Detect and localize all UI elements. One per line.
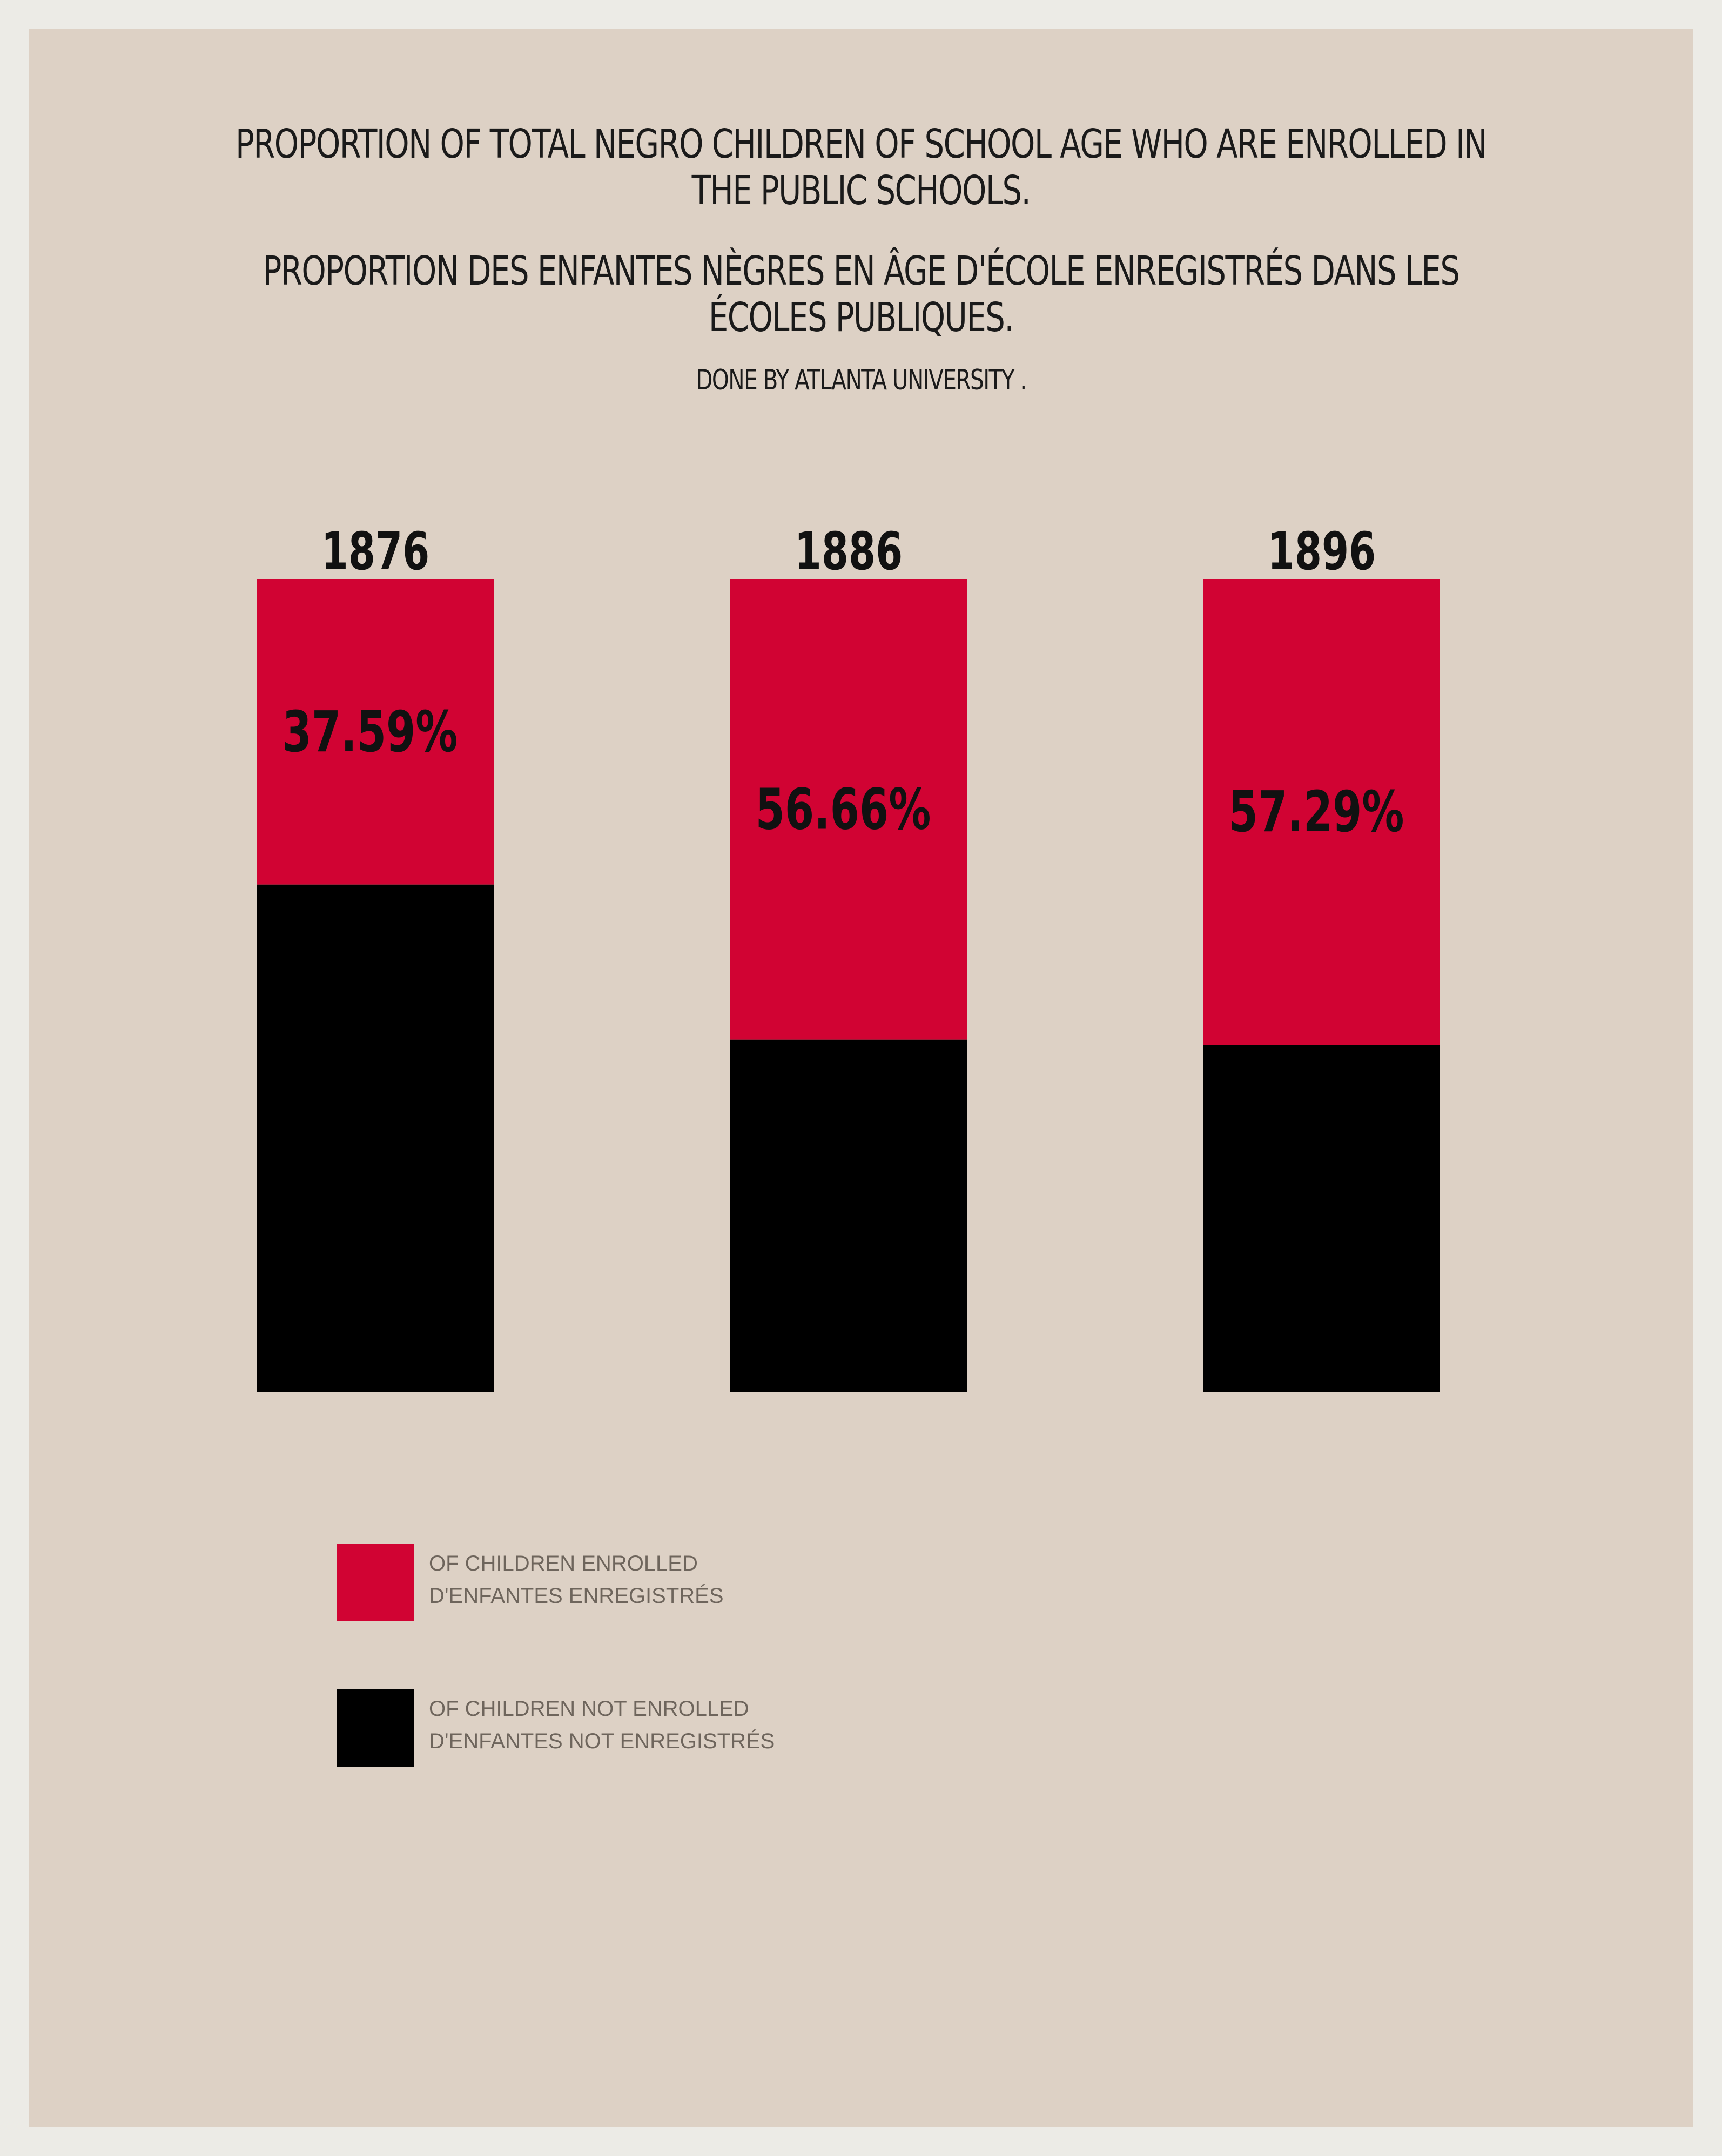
chart-credit: DONE BY ATLANTA UNIVERSITY . bbox=[696, 364, 1027, 396]
bar-enrolled-1876 bbox=[257, 579, 494, 885]
chart-title-english: PROPORTION OF TOTAL NEGRO CHILDREN OF SC… bbox=[235, 121, 1488, 214]
year-label-1896: 1896 bbox=[1268, 522, 1376, 582]
legend-swatch-enrolled bbox=[337, 1544, 414, 1621]
legend-label-not-enrolled-fr: D'ENFANTES NOT ENREGISTRÉS bbox=[429, 1729, 775, 1753]
data-label-1886: 56.66% bbox=[756, 777, 931, 842]
data-label-1876: 37.59% bbox=[282, 699, 458, 765]
legend-label-not-enrolled-en: OF CHILDREN NOT ENROLLED bbox=[429, 1697, 749, 1721]
data-label-1896: 57.29% bbox=[1229, 779, 1404, 845]
legend-label-enrolled-fr: D'ENFANTES ENREGISTRÉS bbox=[429, 1584, 724, 1608]
year-label-1886: 1886 bbox=[795, 522, 903, 582]
bar-not-enrolled-1886 bbox=[730, 1039, 967, 1392]
year-label-1876: 1876 bbox=[321, 522, 429, 582]
bar-not-enrolled-1876 bbox=[257, 884, 494, 1392]
legend-swatch-not-enrolled bbox=[337, 1689, 414, 1767]
chart-title-french: PROPORTION DES ENFANTES NÈGRES EN ÂGE D'… bbox=[263, 248, 1460, 341]
legend-label-enrolled: OF CHILDREN ENROLLED D'ENFANTES ENREGIST… bbox=[429, 1547, 724, 1612]
legend-label-not-enrolled: OF CHILDREN NOT ENROLLED D'ENFANTES NOT … bbox=[429, 1693, 775, 1757]
bar-enrolled-1896 bbox=[1203, 579, 1440, 1045]
bar-enrolled-1886 bbox=[730, 579, 967, 1040]
bar-not-enrolled-1896 bbox=[1203, 1045, 1440, 1392]
legend-label-enrolled-en: OF CHILDREN ENROLLED bbox=[429, 1552, 698, 1575]
